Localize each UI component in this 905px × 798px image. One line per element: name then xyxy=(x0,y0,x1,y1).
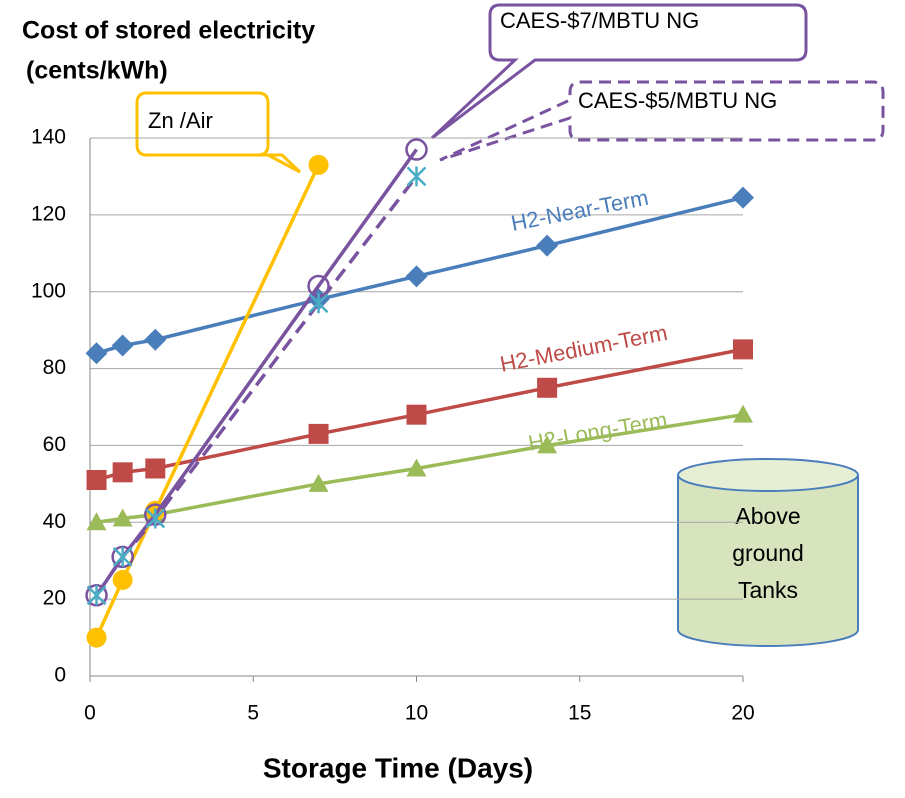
marker xyxy=(537,378,557,398)
marker xyxy=(114,547,132,567)
tank-label: Tanks xyxy=(738,577,798,603)
tank-top xyxy=(678,459,858,491)
marker xyxy=(733,405,753,423)
marker xyxy=(87,470,107,490)
plot-area xyxy=(86,140,754,648)
marker xyxy=(86,342,108,364)
marker xyxy=(144,329,166,351)
series-label: H2-Near-Term xyxy=(509,185,651,236)
x-tick-label: 5 xyxy=(247,702,259,725)
series-label: CAES-$7/MBTU NG xyxy=(500,8,699,33)
marker xyxy=(87,628,107,648)
marker xyxy=(536,235,558,257)
marker xyxy=(406,265,428,287)
marker xyxy=(732,187,754,209)
x-tick-label: 15 xyxy=(568,702,591,725)
chart-subtitle: (cents/kWh) xyxy=(26,57,168,85)
x-tick-label: 10 xyxy=(405,702,428,725)
chart: Cost of stored electricity (cents/kWh) S… xyxy=(0,0,905,793)
series-line xyxy=(97,165,319,638)
chart-title: Cost of stored electricity xyxy=(22,17,315,45)
tank-label: ground xyxy=(732,540,804,566)
marker xyxy=(407,405,427,425)
x-tick-label: 0 xyxy=(84,702,96,725)
y-tick-label: 120 xyxy=(31,202,66,225)
marker xyxy=(309,155,329,175)
marker xyxy=(145,458,165,478)
marker xyxy=(733,339,753,359)
tank-label: Above xyxy=(735,503,800,529)
y-tick-label: 140 xyxy=(31,126,66,149)
series-label: Zn /Air xyxy=(148,108,213,133)
series-label: H2-Long-Term xyxy=(526,407,669,456)
x-tick-label: 20 xyxy=(731,702,754,725)
y-tick-label: 20 xyxy=(43,587,66,610)
marker xyxy=(309,424,329,444)
y-tick-label: 100 xyxy=(31,279,66,302)
series-line xyxy=(97,150,417,596)
y-tick-label: 80 xyxy=(43,356,66,379)
y-tick-label: 60 xyxy=(43,433,66,456)
y-tick-label: 40 xyxy=(43,510,66,533)
marker xyxy=(112,335,134,357)
marker xyxy=(113,570,133,590)
marker xyxy=(408,166,426,186)
series-label: CAES-$5/MBTU NG xyxy=(578,88,777,113)
y-tick-label: 0 xyxy=(54,664,66,687)
series-line xyxy=(97,176,417,595)
x-axis-label: Storage Time (Days) xyxy=(263,752,533,783)
marker xyxy=(113,462,133,482)
